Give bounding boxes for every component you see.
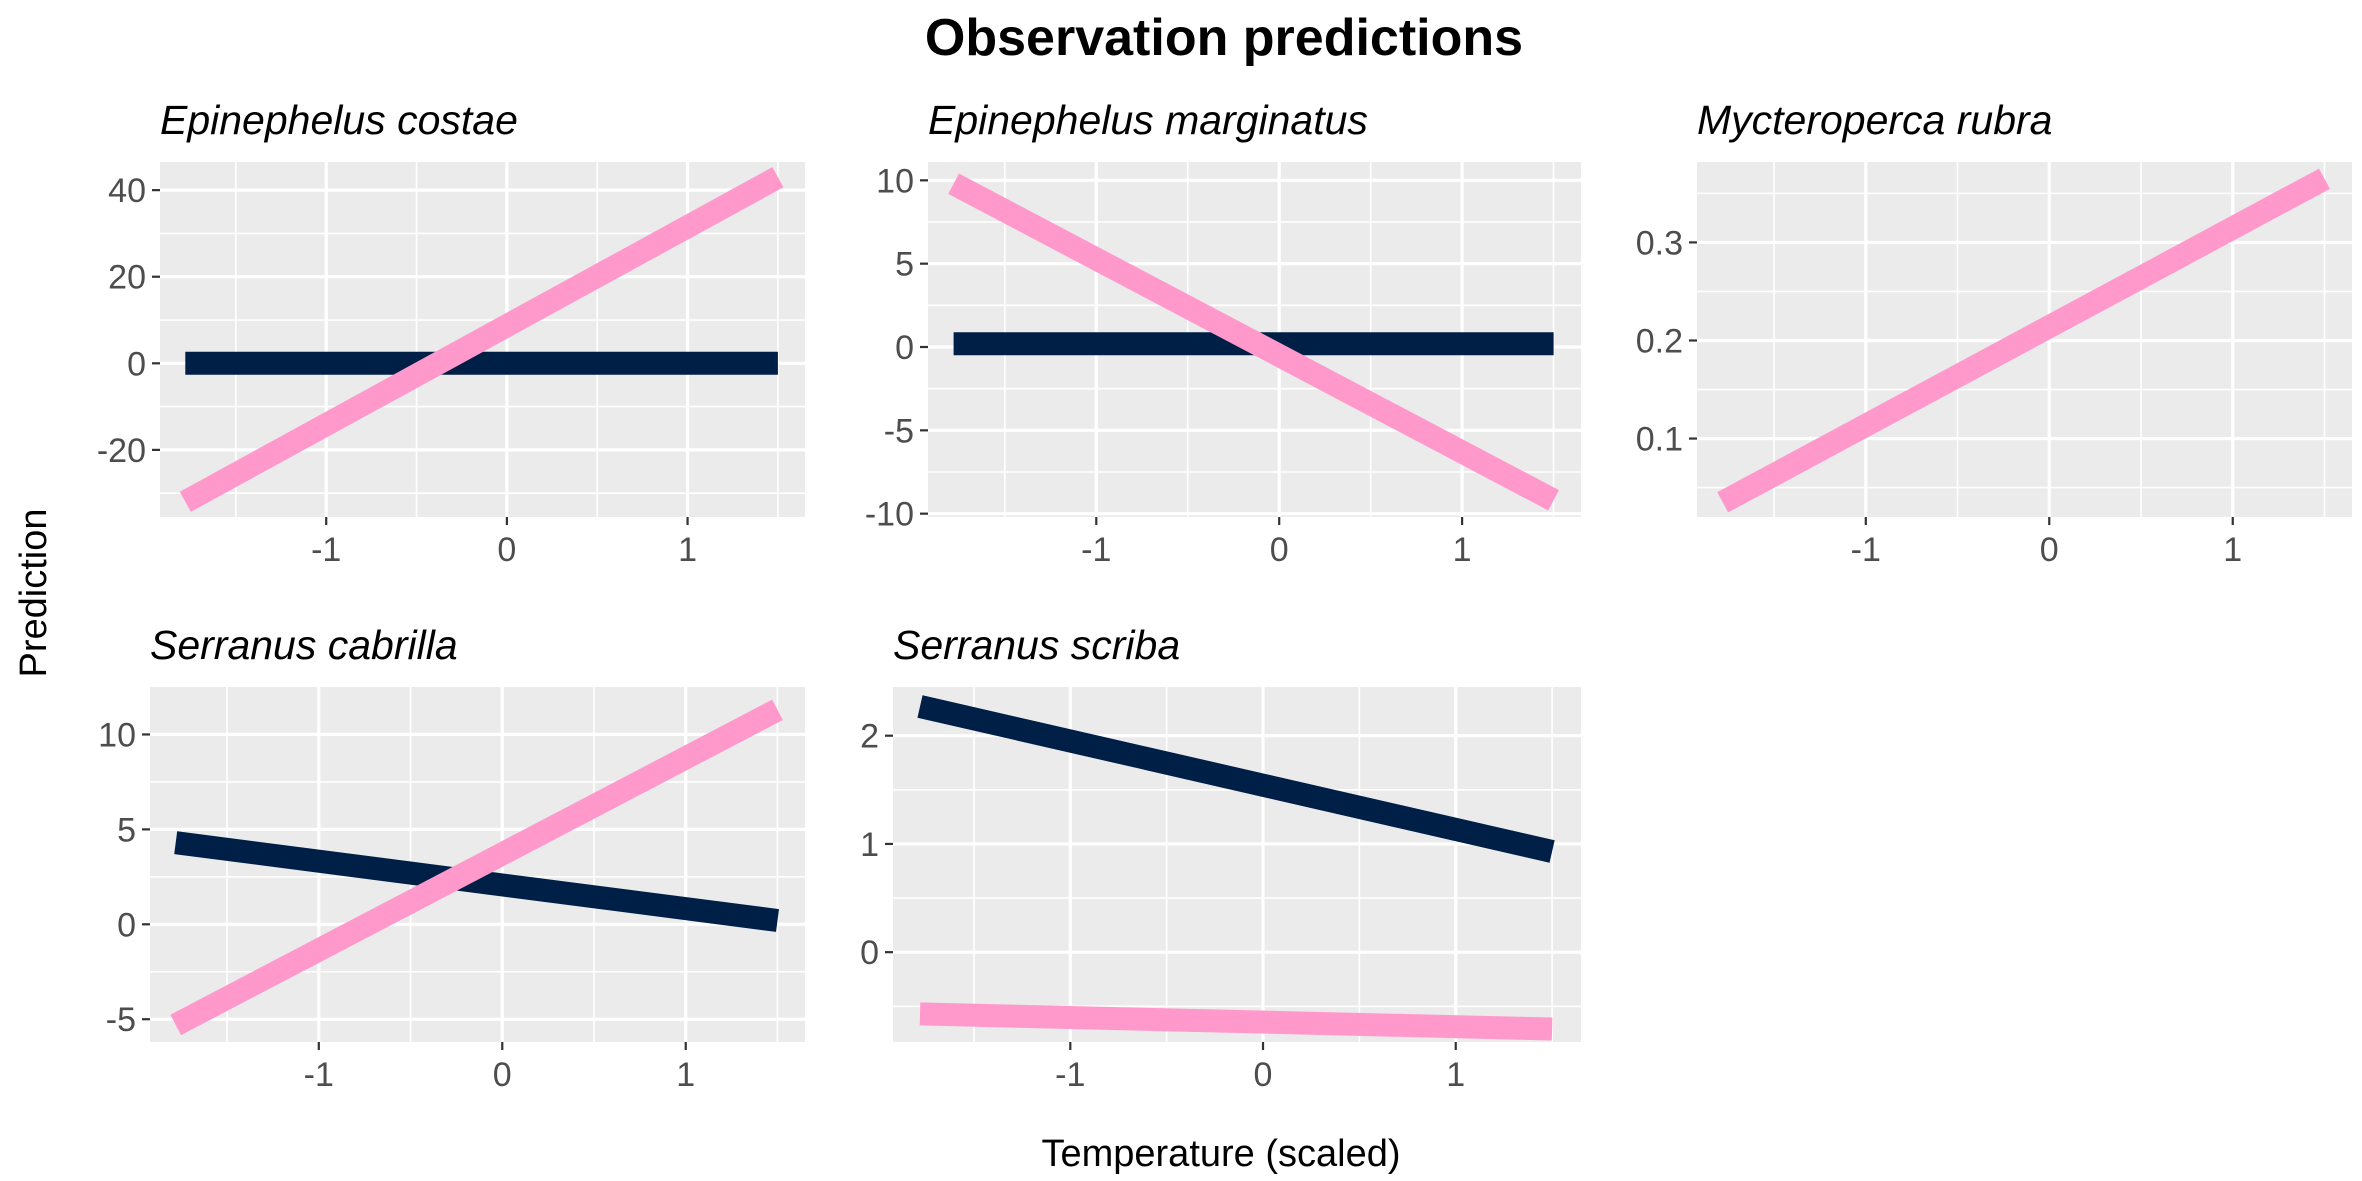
x-axis-title: Temperature (scaled) [1041,1133,1400,1175]
x-tick-label: -1 [1081,531,1111,569]
facet-3: Mycteroperca rubra -1 0 1 0.1 0.2 0.3 [1636,97,2352,569]
series-group [948,173,1559,511]
series-line-pink [170,699,783,1036]
x-tick-label: -1 [1055,1056,1085,1094]
panel-background [893,687,1581,1042]
facet-5: Serranus scriba -1 0 1 0 1 2 [860,622,1581,1094]
facet-title: Epinephelus marginatus [928,97,1368,143]
facet-title: Epinephelus costae [160,97,518,143]
x-tick-label: 1 [2223,531,2242,569]
y-tick-label: -10 [865,496,914,534]
facet-panels: Epinephelus costae-1 0 1-2002040Epinephelu… [97,97,2352,1094]
facet-title: Serranus cabrilla [150,622,458,668]
series-line-navy [917,695,1555,863]
facet-1: Epinephelus costae -1 0 1 -20 0 20 40 [97,97,805,569]
chart-title: Observation predictions [925,9,1523,67]
x-tick-label: 0 [1270,531,1289,569]
series-line-pink [919,1002,1553,1041]
x-tick-label: -1 [304,1056,334,1094]
y-tick-label: 0 [860,934,879,972]
y-tick-label: 0 [895,329,914,367]
x-tick-label: 0 [497,531,516,569]
y-tick-label: 10 [98,716,136,754]
series-group [179,167,784,512]
x-tick-label: 1 [676,1056,695,1094]
x-tick-label: 0 [2040,531,2059,569]
y-tick-label: 5 [117,811,136,849]
x-tick-label: 0 [1254,1056,1273,1094]
series-line-pink [948,173,1559,511]
series-line-pink [179,167,784,512]
y-tick-label: -5 [884,412,914,450]
facet-title: Mycteroperca rubra [1697,97,2052,143]
y-tick-label: -20 [97,432,146,470]
y-tick-label: 0.3 [1636,224,1683,262]
y-tick-label: 20 [108,259,146,297]
series-group [170,699,783,1036]
y-tick-label: 1 [860,826,879,864]
x-tick-label: 0 [493,1056,512,1094]
y-tick-label: 0.2 [1636,322,1683,360]
y-tick-label: 40 [108,172,146,210]
y-tick-label: 0 [117,906,136,944]
x-tick-label: 1 [678,531,697,569]
series-group [917,695,1555,1041]
y-tick-label: 10 [876,162,914,200]
x-tick-label: 1 [1446,1056,1465,1094]
x-tick-label: -1 [311,531,341,569]
series-line-navy [174,831,779,932]
y-tick-label: 0 [127,345,146,383]
x-tick-label: -1 [1851,531,1881,569]
y-tick-label: 2 [860,718,879,756]
series-group [1717,168,2330,513]
y-axis-title: Prediction [13,509,55,678]
y-tick-label: 5 [895,246,914,284]
series-line-pink [1717,168,2330,513]
x-tick-label: 1 [1453,531,1472,569]
facet-4: Serranus cabrilla -1 0 1 -5 0 5 10 [98,622,805,1094]
facet-title: Serranus scriba [893,622,1180,668]
y-tick-label: 0.1 [1636,421,1683,459]
y-tick-label: -5 [106,1001,136,1039]
